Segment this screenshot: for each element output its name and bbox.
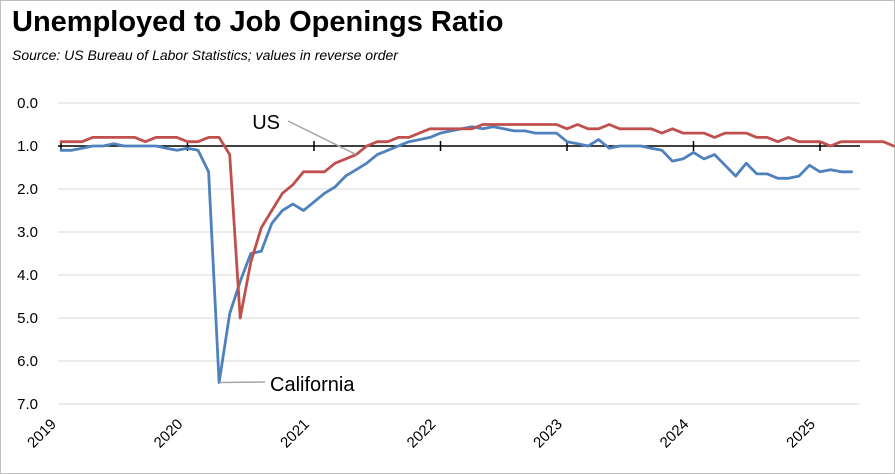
x-tick-label: 2025 [783,416,819,452]
series-line-us [59,123,895,320]
chart-subtitle: Source: US Bureau of Labor Statistics; v… [12,47,398,63]
x-tick-label: 2024 [657,416,693,452]
y-tick-label: 4.0 [17,267,38,284]
series-annotations: US California [219,112,357,396]
series-lines [59,123,895,384]
annotation-leader [287,120,357,156]
x-tick-label: 2020 [151,416,187,452]
chart-title: Unemployed to Job Openings Ratio [12,6,504,38]
y-axis-ticks: 0.0 1.0 2.0 3.0 4.0 5.0 6.0 7.0 [17,95,38,413]
y-tick-label: 3.0 [17,224,38,241]
annotation-label: California [270,374,355,396]
x-tick-label: 2021 [277,416,313,452]
y-tick-label: 2.0 [17,181,38,198]
y-tick-label: 6.0 [17,353,38,370]
y-tick-label: 0.0 [17,95,38,112]
x-tick-label: 2022 [404,416,440,452]
x-tick-label: 2023 [530,416,566,452]
y-tick-label: 5.0 [17,310,38,327]
y-tick-label: 7.0 [17,396,38,413]
annotation-leader [219,381,266,384]
x-axis-ticks: 2019 2020 2021 2022 2023 2024 2025 [24,141,821,452]
series-line-california [59,125,853,384]
y-tick-label: 1.0 [17,138,38,155]
x-tick-label: 2019 [24,416,60,452]
annotation-label: US [252,112,280,134]
gridlines [58,102,860,405]
